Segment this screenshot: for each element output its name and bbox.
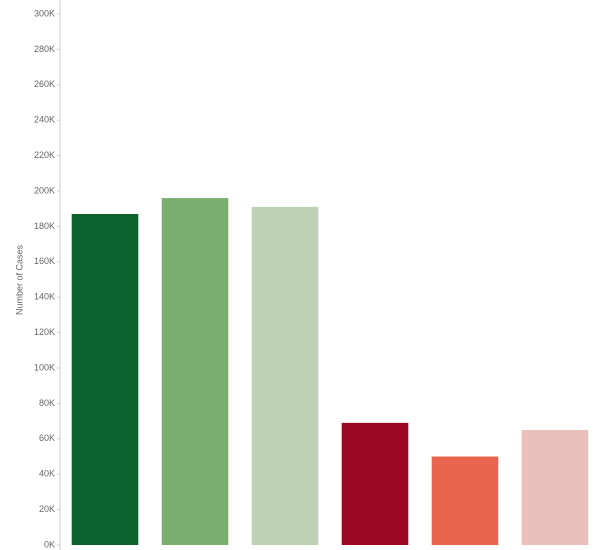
y-tick-label: 200K (34, 185, 55, 195)
y-tick-label: 160K (34, 256, 55, 266)
y-tick-label: 260K (34, 79, 55, 89)
y-tick-label: 180K (34, 221, 55, 231)
y-tick-label: 80K (39, 398, 55, 408)
y-tick-label: 240K (34, 115, 55, 125)
y-tick-label: 100K (34, 362, 55, 372)
bar (521, 429, 589, 545)
bar (341, 422, 409, 545)
y-tick-label: 220K (34, 150, 55, 160)
y-tick-label: 60K (39, 433, 55, 443)
y-axis-title: Number of Cases (14, 244, 24, 315)
bar (161, 198, 229, 545)
y-tick-label: 20K (39, 504, 55, 514)
y-tick-label: 300K (34, 8, 55, 18)
bar (71, 214, 139, 545)
y-tick-label: 40K (39, 469, 55, 479)
y-tick-label: 0K (44, 539, 55, 549)
bar (431, 456, 499, 545)
bar (251, 206, 319, 545)
y-tick-label: 280K (34, 44, 55, 54)
y-tick-label: 140K (34, 292, 55, 302)
y-tick-label: 120K (34, 327, 55, 337)
